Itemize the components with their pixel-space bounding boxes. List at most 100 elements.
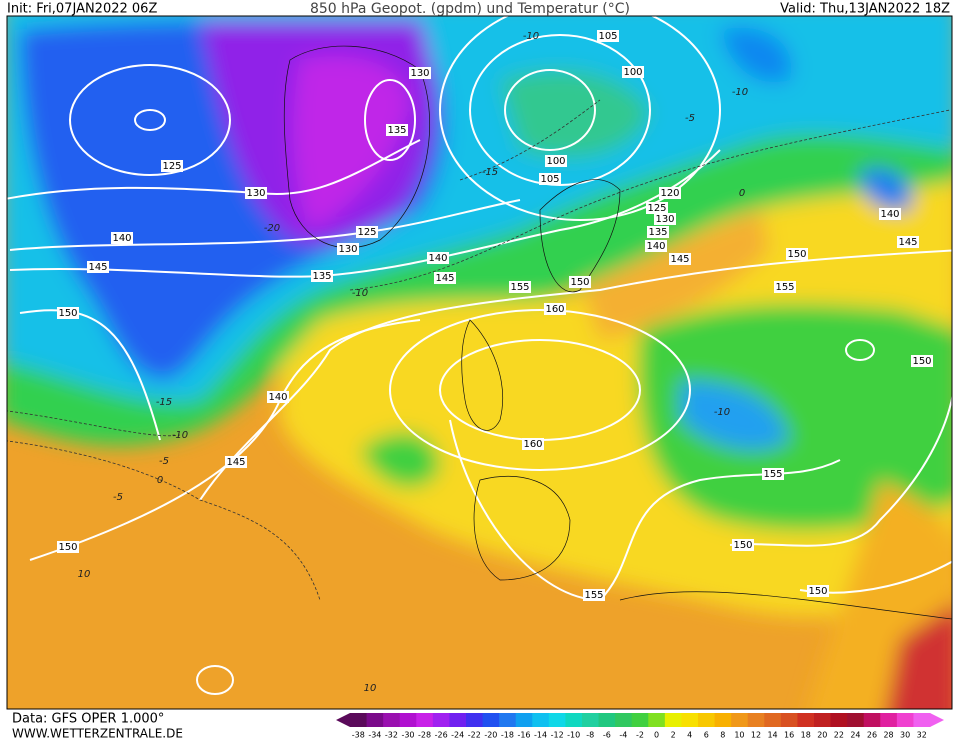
data-source: Data: GFS OPER 1.000°	[12, 712, 164, 727]
scale-label: 30	[900, 731, 910, 740]
geopotential-label: 145	[898, 237, 917, 248]
geopotential-label: 140	[268, 392, 287, 403]
scale-swatch	[896, 713, 914, 727]
scale-swatch	[482, 713, 500, 727]
coastlines	[283, 45, 952, 620]
geopotential-label: 135	[648, 227, 667, 238]
contour-label-bg	[87, 261, 109, 273]
geopotential-label: 155	[510, 282, 529, 293]
temperature-label: -5	[159, 456, 169, 467]
geopotential-label: 130	[338, 244, 357, 255]
scale-swatch	[466, 713, 484, 727]
scale-swatch	[880, 713, 898, 727]
contour-label-bg	[911, 355, 933, 367]
scale-swatch	[714, 713, 732, 727]
contour-label-bg	[111, 232, 133, 244]
contour-label-bg	[57, 541, 79, 553]
scale-swatch	[830, 713, 848, 727]
geopotential-label: 135	[312, 271, 331, 282]
contour-label-bg	[311, 270, 333, 282]
contour-label-bg	[654, 213, 676, 225]
scale-label: -24	[451, 731, 464, 740]
scale-swatch	[366, 713, 384, 727]
geopotential-label: 130	[410, 68, 429, 79]
scale-swatch	[399, 713, 417, 727]
contour-label-bg	[647, 226, 669, 238]
geopotential-label: 145	[226, 457, 245, 468]
contour-label-bg	[645, 240, 667, 252]
temperature-label: -5	[113, 492, 123, 503]
scale-label: 28	[883, 731, 893, 740]
geopotential-label: 140	[646, 241, 665, 252]
scale-swatch	[383, 713, 401, 727]
temperature-label: 10	[364, 683, 377, 694]
scale-label: -2	[636, 731, 644, 740]
scale-label: -8	[586, 731, 594, 740]
geopotential-label: 145	[670, 254, 689, 265]
contour-label-bg	[539, 173, 561, 185]
scale-swatch	[598, 713, 616, 727]
contour-label-bg	[597, 30, 619, 42]
temperature-label: -10	[172, 430, 188, 441]
scale-label: 2	[671, 731, 676, 740]
contour-label-bg	[762, 468, 784, 480]
scale-label: -32	[385, 731, 398, 740]
contour-label-bg	[622, 66, 644, 78]
contour-label-bg	[434, 272, 456, 284]
scale-swatch	[350, 713, 368, 727]
scale-label: -4	[619, 731, 627, 740]
contour-label-bg	[786, 248, 808, 260]
scale-swatch	[797, 713, 815, 727]
temperature-label: -10	[732, 87, 748, 98]
scale-label: -22	[468, 731, 481, 740]
contour-label-bg	[427, 252, 449, 264]
contour-label-bg	[669, 253, 691, 265]
contour-label-bg	[161, 160, 183, 172]
geopotential-label: 105	[598, 31, 617, 42]
scale-label: 4	[687, 731, 692, 740]
contour-label-bg	[225, 456, 247, 468]
init-label: Init: Fri,07JAN2022 06Z	[7, 2, 157, 17]
contour-label-bg	[659, 187, 681, 199]
scale-swatch	[631, 713, 649, 727]
scale-label: 6	[704, 731, 709, 740]
scale-label: 26	[867, 731, 877, 740]
contour-label-bg	[245, 187, 267, 199]
scale-label: -12	[551, 731, 564, 740]
temperature-label: -15	[482, 167, 498, 178]
scale-label: 24	[850, 731, 860, 740]
scale-arrow-left	[336, 713, 350, 727]
temperature-label: 10	[78, 569, 91, 580]
contour-label-bg	[897, 236, 919, 248]
contour-label-bg	[522, 438, 544, 450]
temperature-label: -5	[685, 113, 695, 124]
scale-swatch	[913, 713, 931, 727]
contour-label-bg	[57, 307, 79, 319]
scale-label: 12	[751, 731, 761, 740]
scale-swatch	[681, 713, 699, 727]
geopotential-label: 100	[623, 67, 642, 78]
geopotential-label: 125	[647, 203, 666, 214]
geopotential-label: 150	[912, 356, 931, 367]
valid-label: Valid: Thu,13JAN2022 18Z	[780, 2, 950, 17]
scale-swatch	[847, 713, 865, 727]
geopotential-label: 140	[880, 209, 899, 220]
scale-swatch	[532, 713, 550, 727]
geopotential-label: 100	[546, 156, 565, 167]
geopotential-label: 140	[428, 253, 447, 264]
contour-label-bg	[386, 124, 408, 136]
scale-label: -10	[567, 731, 580, 740]
contour-label-bg	[646, 202, 668, 214]
geopotential-label: 125	[162, 161, 181, 172]
scale-swatch	[664, 713, 682, 727]
scale-swatch	[698, 713, 716, 727]
geopotential-label: 150	[58, 542, 77, 553]
scale-label: 20	[817, 731, 827, 740]
contour-label-bg	[807, 585, 829, 597]
scale-label: -26	[435, 731, 448, 740]
scale-swatch	[499, 713, 517, 727]
map-title: 850 hPa Geopot. (gpdm) und Temperatur (°…	[310, 1, 630, 17]
temperature-label: -10	[352, 288, 368, 299]
website: WWW.WETTERZENTRALE.DE	[12, 727, 183, 741]
geopotential-label: 160	[545, 304, 564, 315]
